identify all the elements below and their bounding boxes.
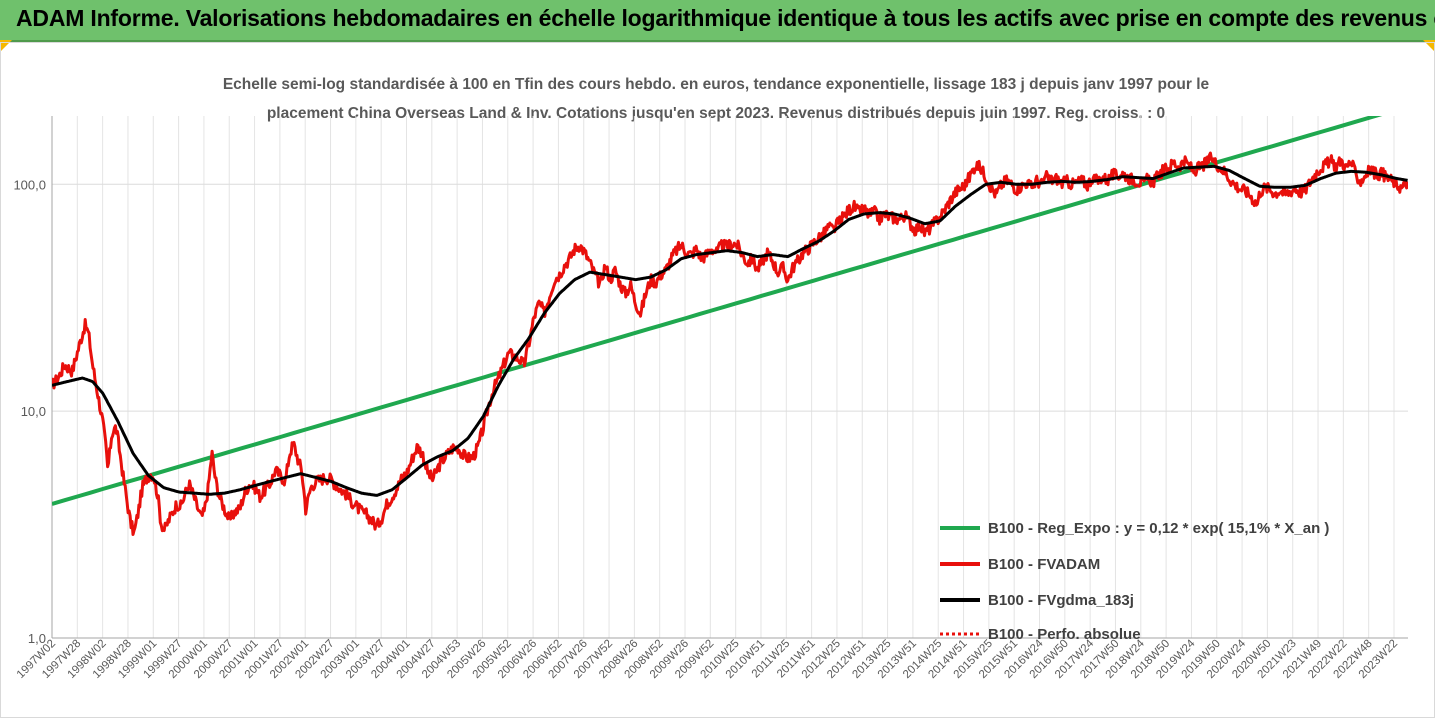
legend-label-perfo: B100 - Perfo. absolue xyxy=(988,626,1141,643)
y-tick-label: 100,0 xyxy=(13,177,46,192)
legend: B100 - Reg_Expo : y = 0,12 * exp( 15,1% … xyxy=(940,520,1329,643)
chart-subtitle-line2: placement China Overseas Land & Inv. Cot… xyxy=(267,105,1165,122)
y-tick-labels: 1,0 10,0 100,0 xyxy=(13,177,46,646)
legend-label-fvadam: B100 - FVADAM xyxy=(988,556,1100,573)
y-tick-label: 10,0 xyxy=(21,404,46,419)
series-fvgdma-line xyxy=(52,164,1408,497)
grid-lines xyxy=(51,116,1408,639)
corner-marker-right xyxy=(1423,40,1435,52)
chart-subtitle-line1: Echelle semi-log standardisée à 100 en T… xyxy=(223,76,1210,93)
legend-label-reg-expo: B100 - Reg_Expo : y = 0,12 * exp( 15,1% … xyxy=(988,520,1329,537)
y-tick-label: 1,0 xyxy=(28,631,46,646)
series-fvadam-line xyxy=(52,151,1408,536)
corner-marker-left xyxy=(0,40,12,52)
series-reg-expo-line xyxy=(52,116,1383,506)
plot-area xyxy=(52,116,1408,536)
axes xyxy=(51,116,1408,639)
title-banner: ADAM Informe. Valorisations hebdomadaire… xyxy=(0,0,1435,42)
legend-label-fvgdma: B100 - FVgdma_183j xyxy=(988,592,1134,609)
page-title: ADAM Informe. Valorisations hebdomadaire… xyxy=(16,5,1435,31)
x-tick-labels: 1997W021997W281998W021998W281999W011999W… xyxy=(15,637,1400,681)
